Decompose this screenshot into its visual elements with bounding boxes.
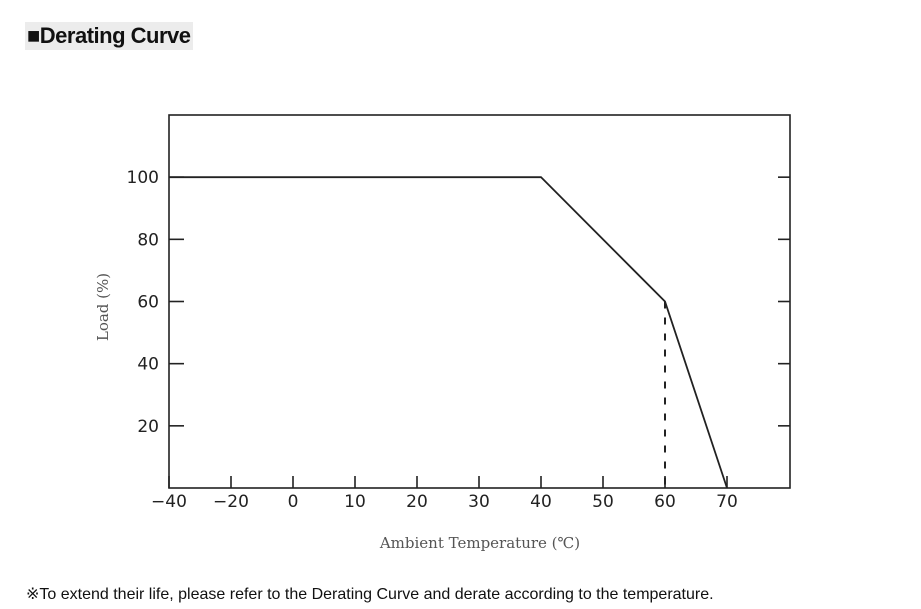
y-tick-label: 60	[137, 293, 159, 313]
y-axis-label: Load (%)	[94, 273, 112, 341]
y-tick-label: 40	[137, 355, 159, 375]
x-tick-label: 40	[530, 492, 552, 512]
x-tick-label: 10	[344, 492, 366, 512]
x-tick-label: 20	[406, 492, 428, 512]
x-tick-label: −40	[151, 492, 187, 512]
x-axis-label: Ambient Temperature (℃)	[379, 534, 580, 552]
x-tick-label: −20	[213, 492, 249, 512]
x-tick-label: 0	[288, 492, 299, 512]
y-tick-label: 100	[127, 168, 159, 188]
plot-frame	[168, 114, 791, 489]
y-tick-label: 80	[137, 230, 159, 250]
derating-curve-line	[169, 176, 728, 489]
footnote: ※To extend their life, please refer to t…	[26, 586, 714, 603]
x-tick-label: 60	[654, 492, 676, 512]
x-tick-label: 50	[592, 492, 614, 512]
y-tick-label: 20	[137, 417, 159, 437]
x-tick-label: 30	[468, 492, 490, 512]
x-tick-label: 70	[716, 492, 738, 512]
page-title: ■Derating Curve	[25, 22, 193, 50]
